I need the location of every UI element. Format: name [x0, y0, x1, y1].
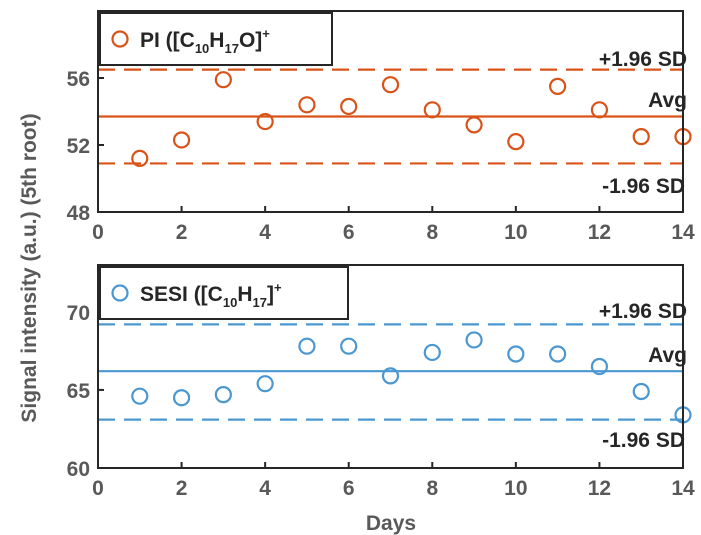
sesi-data-point: [465, 331, 483, 349]
y-axis-label: Signal intensity (a.u.) (5th root): [18, 113, 41, 422]
sesi-data-point: [131, 387, 149, 405]
pi-legend: PI ([C10H17O]+: [99, 12, 333, 66]
sesi-data-point: [172, 389, 191, 407]
sesi-legend-label: SESI ([C10H17]+: [140, 280, 282, 310]
sesi-legend-box: [99, 266, 349, 320]
sesi-x-tick-label: 2: [176, 477, 188, 500]
pi-data-point: [340, 97, 358, 116]
sesi-avg-label: Avg: [648, 344, 687, 367]
sesi-x-tick-label: 4: [259, 477, 271, 500]
pi-legend-box: [99, 12, 333, 66]
pi-x-tick-label: 4: [259, 221, 271, 244]
pi-data-point: [131, 149, 149, 167]
pi-y-tick-label: 56: [67, 68, 90, 91]
pi-x-tick-label: 8: [426, 221, 438, 244]
sesi-data-point: [256, 375, 274, 393]
pi-data-point: [465, 116, 483, 134]
sesi-data-point: [214, 386, 232, 404]
sesi-legend-marker: [111, 284, 129, 302]
sesi-data-point: [549, 345, 567, 363]
pi-data-point: [423, 101, 441, 119]
pi-data-point: [214, 71, 232, 89]
pi-data-point: [381, 76, 400, 94]
pi-x-tick-label: 10: [504, 221, 527, 244]
sesi-data-point: [423, 343, 441, 362]
sesi-data-point: [590, 357, 609, 376]
sesi-x-tick-label: 6: [343, 477, 355, 500]
sesi-data-point: [632, 382, 650, 401]
pi-data-point: [256, 112, 274, 131]
panel-pi: 0 2 4 6 8 10 12 14 48 52 56 PI ([C10H17O]+ +1.96 S…: [67, 10, 695, 244]
pi-data-point: [172, 131, 191, 149]
pi-data-point: [632, 128, 650, 146]
pi-x-tick-label: 2: [176, 221, 188, 244]
sesi-data-point: [340, 337, 358, 355]
pi-data-point: [507, 133, 525, 151]
pi-x-tick-label: 6: [343, 221, 355, 244]
sesi-lower-sd-label: -1.96 SD: [602, 429, 685, 452]
pi-data-point: [298, 96, 316, 114]
sesi-upper-sd-label: +1.96 SD: [599, 300, 687, 323]
sesi-y-tick-label: 65: [67, 380, 91, 403]
sesi-legend: SESI ([C10H17]+: [99, 266, 349, 320]
sesi-x-tick-label: 8: [426, 477, 438, 500]
pi-data-point: [590, 101, 609, 119]
sesi-x-tick-label: 0: [92, 477, 104, 500]
sesi-x-tick-label: 12: [588, 477, 611, 500]
sesi-y-tick-label: 70: [67, 302, 90, 325]
sesi-data-point: [507, 345, 525, 363]
panel-sesi: 0 2 4 6 8 10 12 14 60 65 70 SESI ([C10H17]+ +1.96 …: [67, 264, 695, 500]
sesi-axes-frame: [97, 264, 684, 469]
pi-legend-marker: [111, 30, 129, 48]
pi-x-tick-label: 12: [588, 221, 611, 244]
sesi-x-tick-label: 10: [504, 477, 527, 500]
pi-legend-label: PI ([C10H17O]+: [140, 26, 270, 56]
pi-upper-sd-label: +1.96 SD: [599, 48, 687, 71]
sesi-data-point: [298, 337, 316, 355]
x-axis-label: Days: [366, 512, 416, 535]
pi-lower-sd-label: -1.96 SD: [602, 175, 685, 198]
pi-x-tick-label: 0: [92, 221, 104, 244]
pi-y-tick-label: 48: [67, 202, 91, 225]
sesi-y-tick-label: 60: [67, 458, 90, 481]
pi-data-point: [549, 77, 567, 95]
pi-axes-frame: [97, 10, 684, 213]
pi-y-tick-label: 52: [67, 135, 90, 158]
pi-avg-label: Avg: [648, 89, 687, 112]
pi-x-tick-label: 14: [671, 221, 695, 244]
sesi-x-tick-label: 14: [671, 477, 695, 500]
sesi-data-point: [381, 367, 400, 385]
